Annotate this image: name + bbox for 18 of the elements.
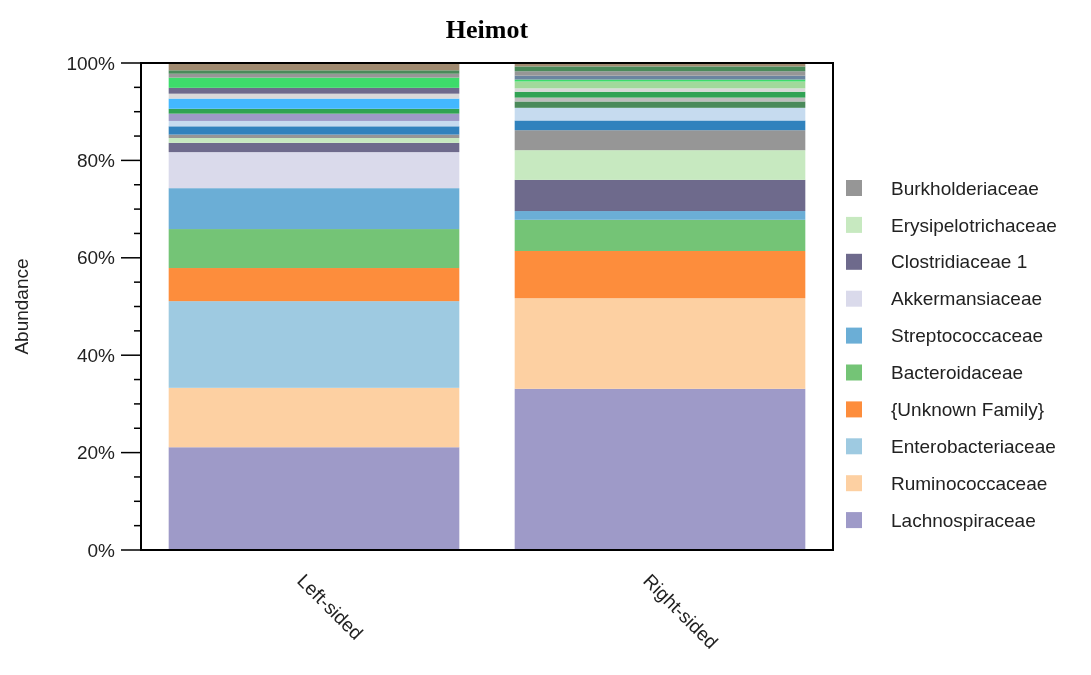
y-axis-title: Abundance xyxy=(11,258,32,355)
y-tick-label: 20% xyxy=(76,442,116,464)
legend-label: Akkermansiaceae xyxy=(891,288,1043,310)
y-tick-label: 60% xyxy=(76,247,116,269)
legend-label: Ruminococcaceae xyxy=(891,472,1048,494)
legend-label: Streptococcaceae xyxy=(891,325,1044,347)
chart-title: Heimot xyxy=(445,15,529,44)
legend-label: Burkholderiaceae xyxy=(891,177,1039,199)
legend-label: Erysipelotrichaceae xyxy=(891,214,1057,236)
legend-label: Lachnospiraceae xyxy=(891,509,1036,531)
legend-label: Bacteroidaceae xyxy=(891,362,1024,384)
legend-label: Clostridiaceae 1 xyxy=(891,251,1028,273)
y-tick-label: 40% xyxy=(76,344,116,366)
y-tick-label: 80% xyxy=(76,150,116,172)
legend-label: {Unknown Family} xyxy=(891,399,1045,421)
y-tick-label: 0% xyxy=(87,539,116,561)
y-tick-label: 100% xyxy=(66,52,116,74)
legend-label: Enterobacteriaceae xyxy=(891,435,1056,457)
